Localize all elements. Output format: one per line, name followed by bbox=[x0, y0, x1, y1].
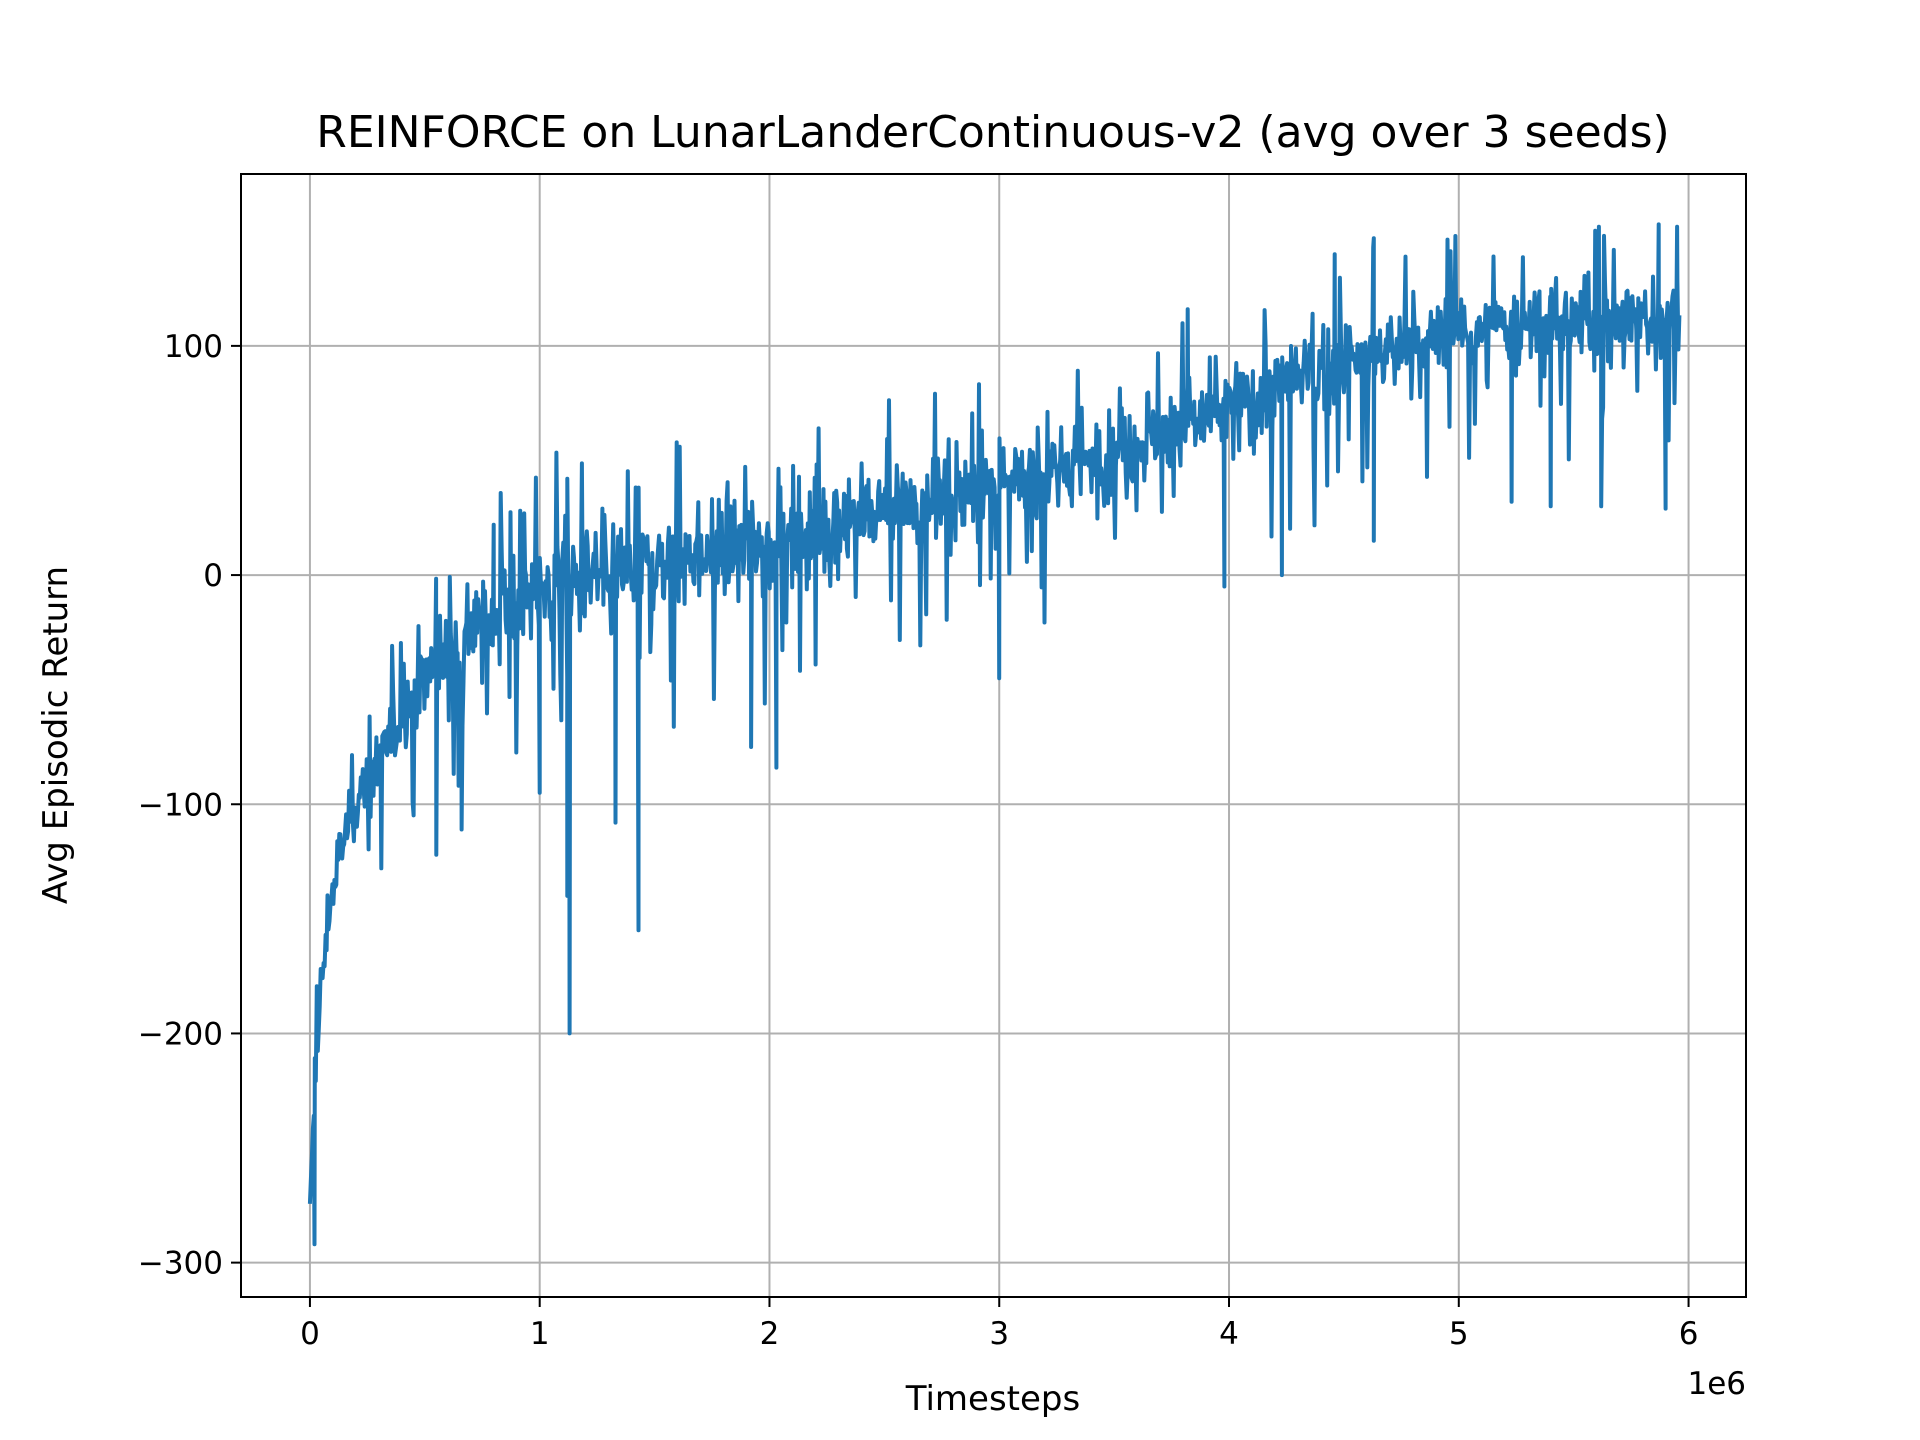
x-tick-label: 6 bbox=[1679, 1316, 1699, 1352]
plot-frame bbox=[240, 173, 1747, 1298]
x-tick-label: 2 bbox=[760, 1316, 780, 1352]
y-tick-label: −100 bbox=[138, 787, 223, 823]
y-tick-label: 100 bbox=[164, 329, 223, 365]
x-axis-offset-text: 1e6 bbox=[1687, 1366, 1746, 1402]
series-line-avg-return bbox=[307, 222, 1682, 1247]
x-axis-label: Timesteps bbox=[905, 1379, 1080, 1419]
x-tick-label: 4 bbox=[1219, 1316, 1239, 1352]
x-tick-label: 0 bbox=[300, 1316, 320, 1352]
y-tick-label: 0 bbox=[203, 558, 223, 594]
y-tick-label: −300 bbox=[138, 1246, 223, 1282]
y-axis-label: Avg Episodic Return bbox=[36, 566, 76, 904]
x-tick-label: 3 bbox=[989, 1316, 1009, 1352]
y-tick-label: −200 bbox=[138, 1016, 223, 1052]
chart-title: REINFORCE on LunarLanderContinuous-v2 (a… bbox=[316, 107, 1669, 158]
x-tick-label: 1 bbox=[530, 1316, 550, 1352]
x-tick-label: 5 bbox=[1449, 1316, 1469, 1352]
series-layer bbox=[307, 222, 1682, 1247]
tick-layer: 0 1 2 3 4 5 6 −300 −200 −100 0 100 bbox=[138, 329, 1699, 1352]
